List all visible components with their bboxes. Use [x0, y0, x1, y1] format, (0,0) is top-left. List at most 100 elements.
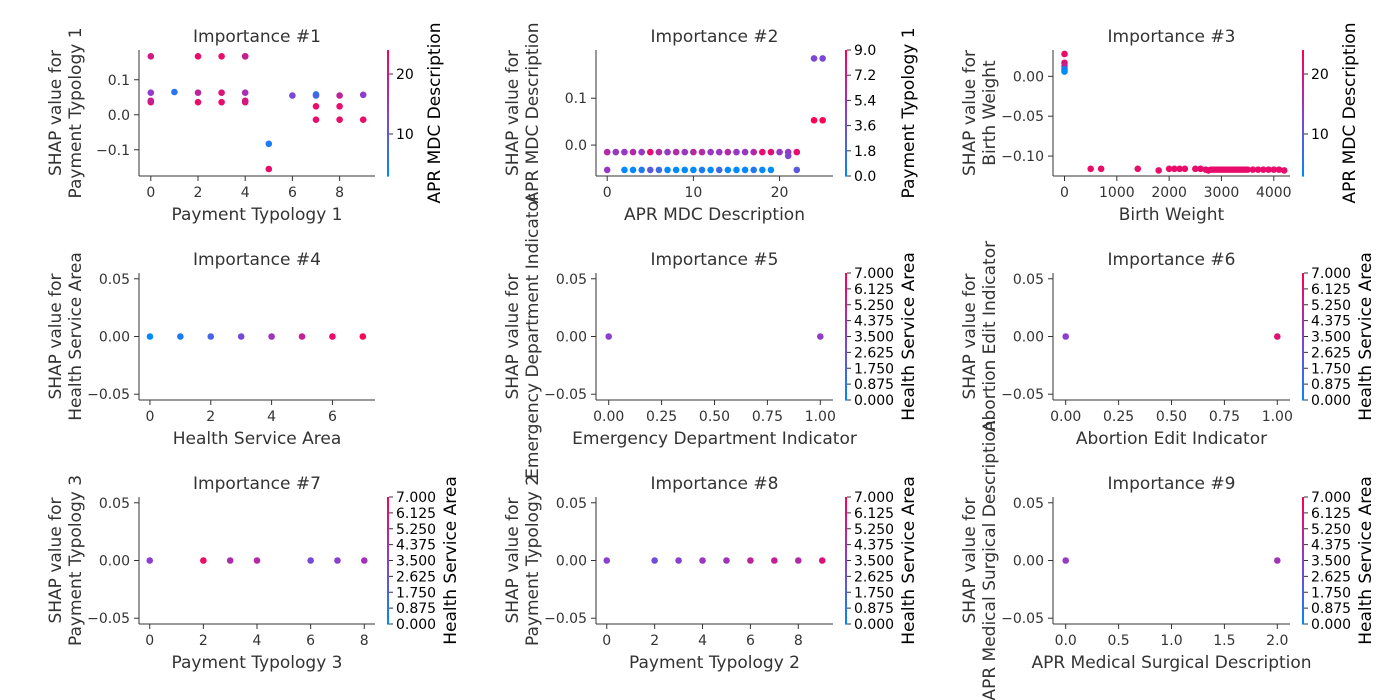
x-axis-label: Birth Weight: [1119, 205, 1225, 225]
colorbar-segment: [1302, 127, 1304, 131]
colorbar-label: Health Service Area: [899, 252, 919, 421]
colorbar-segment: [845, 56, 847, 59]
colorbar-segment: [845, 609, 847, 612]
colorbar-segment: [845, 81, 847, 85]
colorbar-segment: [1302, 68, 1304, 72]
colorbar-segment: [845, 383, 847, 386]
scatter-points: [603, 557, 826, 564]
colorbar-segment: [387, 123, 389, 127]
colorbar-segment: [1302, 617, 1304, 621]
colorbar-segment: [1302, 389, 1304, 393]
colorbar-segment: [1302, 609, 1304, 612]
colorbar-tick-label: 4.375: [1311, 314, 1351, 330]
colorbar-tick-label: 10: [1311, 127, 1329, 143]
y-axis-label: SHAP value forPayment Typology 3: [46, 475, 86, 646]
data-point: [750, 166, 758, 174]
colorbar-segment: [845, 104, 847, 108]
colorbar-segment: [845, 163, 847, 167]
colorbar-segment: [845, 590, 847, 593]
colorbar-segment: [387, 83, 389, 87]
colorbar-segment: [845, 378, 847, 382]
data-point: [289, 92, 296, 99]
colorbar-segment: [387, 85, 389, 89]
colorbar-segment: [845, 58, 847, 62]
subplot-6: 0.00 0.25 0.50 0.75 1.00 −0.05 0.00 0.05 Importa…: [960, 241, 1376, 449]
colorbar-segment: [845, 83, 847, 87]
colorbar-segment: [1302, 102, 1304, 106]
scatter-points: [605, 333, 824, 340]
colorbar-segment: [845, 321, 847, 325]
colorbar-segment: [845, 600, 847, 604]
colorbar-segment: [845, 543, 847, 547]
data-point: [672, 166, 680, 174]
colorbar-tick-label: 3.500: [854, 554, 894, 570]
subplot-title: Importance #2: [651, 27, 779, 47]
colorbar-segment: [1302, 64, 1304, 68]
colorbar-segment: [845, 357, 847, 361]
colorbar-segment: [387, 598, 389, 602]
colorbar-segment: [1302, 115, 1304, 118]
colorbar-segment: [387, 56, 389, 59]
colorbar-tick-label: 1.750: [1311, 361, 1351, 377]
y-axis-label: SHAP value forPayment Typology 2: [503, 475, 543, 646]
colorbar-segment: [1302, 368, 1304, 371]
y-axis-label-line: SHAP value for: [503, 273, 523, 399]
data-point: [177, 333, 184, 340]
colorbar-segment: [845, 102, 847, 106]
colorbar-segment: [387, 619, 389, 623]
data-point: [759, 166, 766, 174]
data-point: [724, 148, 732, 156]
colorbar-segment: [1302, 79, 1304, 83]
x-tick-label: 2: [199, 633, 208, 649]
colorbar-segment: [1302, 566, 1304, 570]
y-tick-label: −0.05: [87, 611, 130, 627]
data-point: [268, 333, 275, 340]
colorbar-segment: [845, 115, 847, 118]
colorbar-segment: [387, 92, 389, 95]
colorbar-segment: [1302, 173, 1304, 177]
colorbar-segment: [387, 520, 389, 523]
colorbar-tick-label: 3.500: [1311, 330, 1351, 346]
colorbar-segment: [1302, 325, 1304, 329]
colorbar-segment: [845, 62, 847, 66]
colorbar-segment: [387, 62, 389, 66]
colorbar-segment: [1302, 509, 1304, 513]
colorbar-segment: [1302, 342, 1304, 346]
colorbar-segment: [1302, 532, 1304, 536]
y-tick-label: 0.0: [108, 108, 130, 124]
colorbar-segment: [1302, 552, 1304, 555]
colorbar-segment: [845, 387, 847, 391]
colorbar-segment: [845, 96, 847, 99]
colorbar-segment: [1302, 300, 1304, 304]
colorbar-tick-label: 7.000: [854, 266, 894, 282]
colorbar-segment: [1302, 131, 1304, 135]
colorbar-segment: [387, 64, 389, 68]
colorbar-segment: [845, 165, 847, 169]
data-point: [298, 333, 306, 340]
colorbar-segment: [1302, 100, 1304, 104]
y-tick-label: 0.1: [565, 91, 587, 107]
colorbar-segment: [1302, 387, 1304, 391]
y-axis-label: SHAP value forPayment Typology 1: [46, 27, 86, 198]
colorbar-segment: [845, 171, 847, 175]
colorbar-segment: [387, 575, 389, 579]
colorbar-tick-label: 1.750: [854, 585, 894, 601]
data-point: [334, 557, 341, 564]
data-point: [675, 557, 682, 564]
colorbar-segment: [1302, 518, 1304, 521]
colorbar-segment: [845, 319, 847, 323]
colorbar-segment: [845, 68, 847, 72]
data-point: [723, 557, 730, 564]
colorbar-segment: [1302, 611, 1304, 615]
colorbar-segment: [845, 539, 847, 543]
colorbar-segment: [845, 300, 847, 304]
colorbar-segment: [845, 119, 847, 122]
colorbar-segment: [387, 617, 389, 621]
data-point: [207, 333, 215, 340]
y-axis-label-line: Birth Weight: [980, 60, 1000, 166]
colorbar-segment: [845, 355, 847, 359]
colorbar-tick-label: 1.750: [1311, 585, 1351, 601]
colorbar-segment: [845, 298, 847, 302]
colorbar-segment: [845, 581, 847, 585]
colorbar-segment: [1302, 108, 1304, 112]
